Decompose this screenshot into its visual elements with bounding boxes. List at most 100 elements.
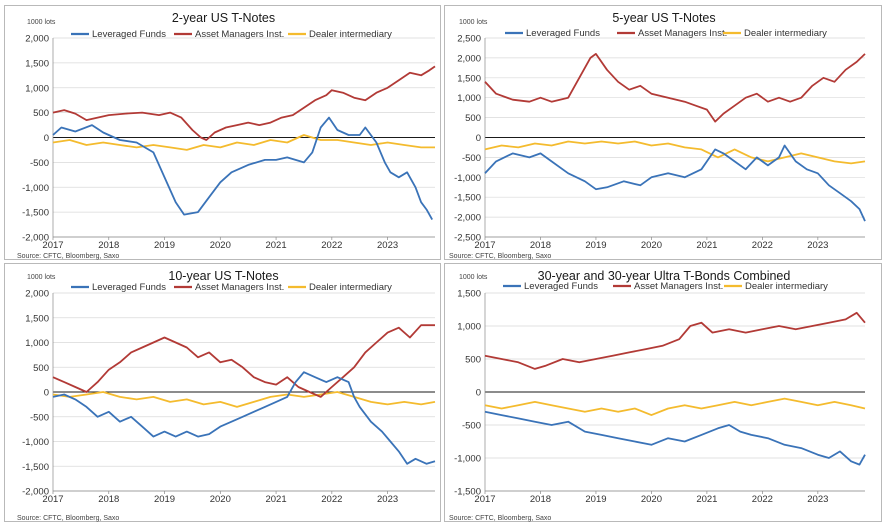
x-tick-label: 2018 bbox=[98, 240, 119, 251]
y-tick-label: 0 bbox=[44, 133, 49, 144]
y-tick-label: -1,000 bbox=[454, 454, 481, 465]
chart-title: 10-year US T-Notes bbox=[168, 269, 278, 283]
x-tick-label: 2022 bbox=[752, 240, 773, 251]
y-tick-label: 500 bbox=[465, 355, 481, 366]
y-tick-label: -1,500 bbox=[454, 487, 481, 498]
y-tick-label: 1,000 bbox=[457, 93, 481, 104]
x-tick-label: 2020 bbox=[210, 494, 231, 505]
chart-title: 30-year and 30-year Ultra T-Bonds Combin… bbox=[538, 269, 791, 283]
y-unit-label: 1000 lots bbox=[459, 19, 488, 26]
y-tick-label: 500 bbox=[33, 363, 49, 374]
legend-label-leveraged: Leveraged Funds bbox=[92, 282, 166, 293]
y-tick-label: 0 bbox=[44, 388, 49, 399]
legend-label-asset: Asset Managers Inst. bbox=[634, 281, 723, 292]
legend-label-asset: Asset Managers Inst. bbox=[195, 29, 284, 40]
y-tick-label: 1,500 bbox=[457, 289, 481, 300]
y-tick-label: -2,000 bbox=[454, 213, 481, 224]
legend-label-dealer: Dealer intermediary bbox=[309, 29, 392, 40]
x-tick-label: 2021 bbox=[265, 240, 286, 251]
chart-panel-2y: 2-year US T-Notes 1000 lots 2,000 1,500 1,00… bbox=[4, 5, 441, 260]
legend-label-leveraged: Leveraged Funds bbox=[526, 28, 600, 39]
source-note: Source: CFTC, Bloomberg, Saxo bbox=[17, 253, 119, 260]
chart-svg: 30-year and 30-year Ultra T-Bonds Combin… bbox=[449, 269, 866, 522]
y-tick-label: 1,000 bbox=[25, 338, 49, 349]
x-tick-label: 2019 bbox=[154, 494, 175, 505]
series-line-leveraged bbox=[484, 410, 866, 466]
y-tick-label: -500 bbox=[462, 421, 481, 432]
y-tick-label: -500 bbox=[30, 412, 49, 423]
y-tick-label: -1,500 bbox=[454, 193, 481, 204]
series-line-asset bbox=[484, 311, 866, 370]
chart-panel-5y: 5-year US T-Notes 1000 lots 2,500 2,000 1,50… bbox=[444, 5, 882, 260]
series-line-dealer bbox=[484, 397, 866, 416]
x-tick-label: 2019 bbox=[154, 240, 175, 251]
x-tick-label: 2021 bbox=[696, 494, 717, 505]
chart-svg: 2-year US T-Notes 1000 lots 2,000 1,500 1,00… bbox=[17, 11, 436, 260]
y-tick-label: 500 bbox=[465, 113, 481, 124]
source-note: Source: CFTC, Bloomberg, Saxo bbox=[449, 515, 551, 522]
y-tick-label: 1,000 bbox=[457, 322, 481, 333]
y-tick-label: 2,500 bbox=[457, 34, 481, 45]
y-tick-label: 500 bbox=[33, 108, 49, 119]
x-tick-label: 2017 bbox=[42, 494, 63, 505]
y-tick-label: 0 bbox=[476, 388, 481, 399]
chart-panel-30y: 30-year and 30-year Ultra T-Bonds Combin… bbox=[444, 263, 882, 522]
series-line-leveraged bbox=[484, 144, 866, 222]
legend-label-asset: Asset Managers Inst. bbox=[638, 28, 727, 39]
y-unit-label: 1000 lots bbox=[459, 274, 488, 281]
legend-label-leveraged: Leveraged Funds bbox=[92, 29, 166, 40]
y-tick-label: 2,000 bbox=[25, 34, 49, 45]
y-tick-label: 1,500 bbox=[25, 313, 49, 324]
legend-label-asset: Asset Managers Inst. bbox=[195, 282, 284, 293]
series-line-asset bbox=[52, 324, 435, 398]
series-line-dealer bbox=[52, 391, 436, 408]
series-line-dealer bbox=[484, 140, 866, 165]
x-tick-label: 2020 bbox=[641, 240, 662, 251]
y-tick-label: -1,000 bbox=[22, 183, 49, 194]
x-tick-label: 2023 bbox=[377, 240, 398, 251]
y-tick-label: -500 bbox=[30, 158, 49, 169]
y-tick-label: -500 bbox=[462, 153, 481, 164]
y-tick-label: -2,500 bbox=[454, 233, 481, 244]
x-tick-label: 2023 bbox=[807, 494, 828, 505]
y-tick-label: -1,000 bbox=[454, 173, 481, 184]
x-tick-label: 2017 bbox=[42, 240, 63, 251]
x-tick-label: 2020 bbox=[210, 240, 231, 251]
series-line-leveraged bbox=[52, 116, 433, 221]
y-tick-label: 1,000 bbox=[25, 83, 49, 94]
y-tick-label: -2,000 bbox=[22, 233, 49, 244]
y-unit-label: 1000 lots bbox=[27, 19, 56, 26]
x-tick-label: 2019 bbox=[585, 494, 606, 505]
y-tick-label: 2,000 bbox=[25, 289, 49, 300]
y-tick-label: -1,500 bbox=[22, 208, 49, 219]
legend-label-leveraged: Leveraged Funds bbox=[524, 281, 598, 292]
y-tick-label: 1,500 bbox=[457, 73, 481, 84]
series-line-dealer bbox=[52, 134, 435, 151]
chart-svg: 5-year US T-Notes 1000 lots 2,500 2,000 1,50… bbox=[449, 11, 866, 260]
x-tick-label: 2021 bbox=[265, 494, 286, 505]
x-tick-label: 2023 bbox=[377, 494, 398, 505]
x-tick-label: 2022 bbox=[752, 494, 773, 505]
x-tick-label: 2018 bbox=[98, 494, 119, 505]
series-line-leveraged bbox=[52, 371, 436, 465]
y-tick-label: 0 bbox=[476, 133, 481, 144]
series-line-asset bbox=[484, 53, 866, 123]
y-tick-label: -2,000 bbox=[22, 487, 49, 498]
legend-label-dealer: Dealer intermediary bbox=[744, 28, 827, 39]
x-tick-label: 2017 bbox=[474, 494, 495, 505]
source-note: Source: CFTC, Bloomberg, Saxo bbox=[449, 253, 551, 260]
x-tick-label: 2018 bbox=[530, 494, 551, 505]
x-tick-label: 2023 bbox=[807, 240, 828, 251]
chart-title: 2-year US T-Notes bbox=[172, 11, 275, 25]
x-tick-label: 2021 bbox=[696, 240, 717, 251]
chart-svg: 10-year US T-Notes 1000 lots 2,000 1,500 1,0… bbox=[17, 269, 436, 522]
y-unit-label: 1000 lots bbox=[27, 274, 56, 281]
x-tick-label: 2017 bbox=[474, 240, 495, 251]
chart-panel-10y: 10-year US T-Notes 1000 lots 2,000 1,500 1,0… bbox=[4, 263, 441, 522]
source-note: Source: CFTC, Bloomberg, Saxo bbox=[17, 515, 119, 522]
x-tick-label: 2020 bbox=[641, 494, 662, 505]
series-line-asset bbox=[52, 65, 436, 141]
x-tick-label: 2022 bbox=[321, 240, 342, 251]
y-tick-label: -1,000 bbox=[22, 437, 49, 448]
y-tick-label: 1,500 bbox=[25, 58, 49, 69]
